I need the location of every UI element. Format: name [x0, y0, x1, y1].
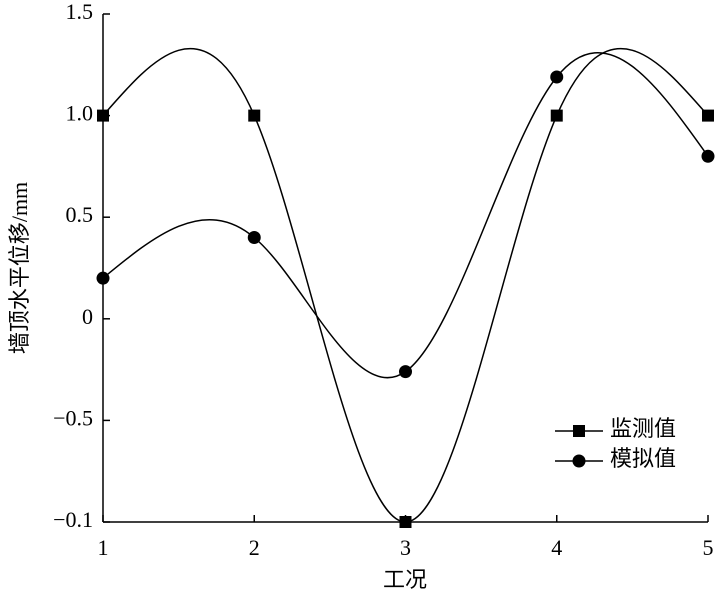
x-tick-label: 1 — [98, 535, 109, 560]
y-axis-title: 墙顶水平位移/mm — [7, 182, 32, 354]
y-tick-label: −0.5 — [53, 405, 93, 430]
y-tick-label: −0.1 — [53, 507, 93, 532]
legend-marker — [573, 425, 585, 437]
y-tick-label: 0 — [82, 304, 93, 329]
marker — [550, 70, 564, 84]
y-tick-label: 1.5 — [66, 0, 94, 24]
x-tick-label: 3 — [400, 535, 411, 560]
line — [102, 52, 709, 379]
marker — [701, 149, 715, 163]
marker — [97, 109, 109, 122]
legend-marker — [572, 454, 586, 468]
marker — [248, 109, 261, 122]
marker — [550, 109, 563, 122]
marker — [702, 109, 714, 122]
x-axis-title: 工况 — [383, 567, 427, 592]
legend-label: 模拟值 — [610, 446, 676, 471]
marker — [399, 365, 412, 379]
marker — [399, 516, 412, 528]
x-tick-label: 2 — [249, 535, 260, 560]
y-tick-label: 0.5 — [66, 202, 94, 227]
x-tick-label: 4 — [551, 535, 562, 560]
marker — [247, 231, 261, 245]
marker — [96, 271, 110, 285]
y-tick-label: 1.0 — [66, 101, 94, 126]
x-tick-label: 5 — [703, 535, 714, 560]
legend-label: 监测值 — [610, 416, 676, 441]
